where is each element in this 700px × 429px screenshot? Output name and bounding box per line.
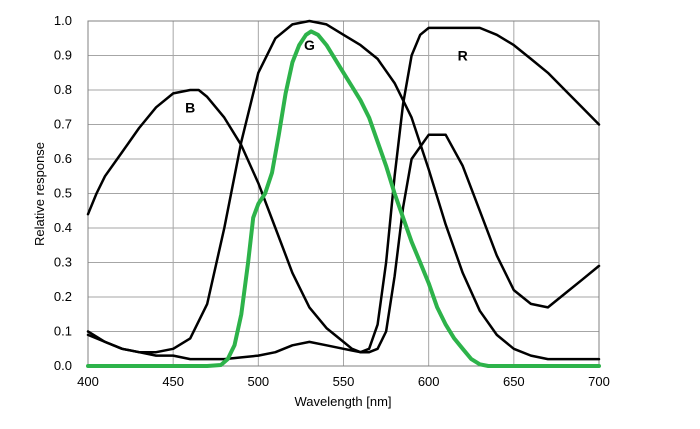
plot-frame [87,20,600,367]
y-tick-label: 0.7 [54,117,72,132]
y-tick-label: 1.0 [54,13,72,28]
series-label-g: G [304,37,315,53]
series-line-g-green [86,29,601,368]
grid [88,21,599,366]
y-tick-label: 0.2 [54,289,72,304]
series-labels: B G R [185,37,468,115]
series-line-r [86,26,601,361]
x-tick-label: 500 [247,374,269,389]
x-tick-label: 550 [333,374,355,389]
x-tick-label: 450 [162,374,184,389]
x-axis-label: Wavelength [nm] [294,394,391,409]
series-lines [86,19,601,368]
x-tick-label: 400 [77,374,99,389]
y-tick-label: 0.4 [54,220,72,235]
y-axis-label: Relative response [32,142,47,246]
series-line-g [86,19,601,361]
series-line-b [86,88,601,354]
x-tick-label: 700 [588,374,610,389]
y-tick-label: 0.9 [54,48,72,63]
y-tick-label: 0.0 [54,358,72,373]
x-tick-label: 600 [418,374,440,389]
y-tick-label: 0.8 [54,82,72,97]
tick-labels: 400 450 500 550 600 650 700 0.0 0.1 0.2 0.3 0.4 0.5 0… [54,13,610,389]
y-tick-label: 0.6 [54,151,72,166]
x-tick-label: 650 [503,374,525,389]
y-tick-label: 0.5 [54,186,72,201]
y-tick-label: 0.1 [54,324,72,339]
series-label-r: R [458,48,468,64]
series-label-b: B [185,99,195,115]
y-tick-label: 0.3 [54,255,72,270]
